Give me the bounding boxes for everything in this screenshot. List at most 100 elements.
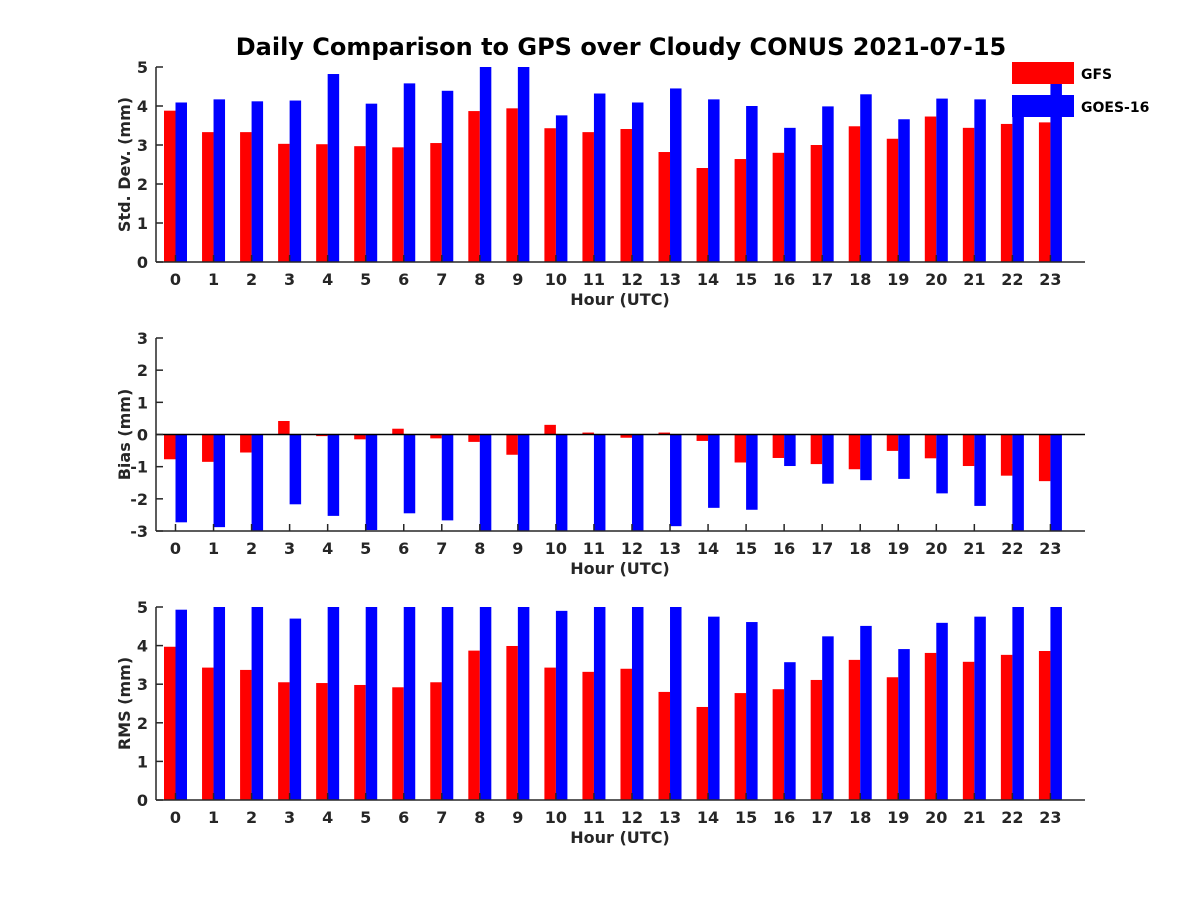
x-tick-label-stddev-23: 23 xyxy=(1039,270,1061,289)
bar-bias-gfs-22 xyxy=(1000,434,1013,476)
x-tick-label-bias-12: 12 xyxy=(621,539,643,558)
bar-rms-gfs-19 xyxy=(886,677,899,800)
bar-rms-gfs-21 xyxy=(962,661,975,800)
bar-stddev-goes-16-1 xyxy=(213,99,226,262)
y-tick-label-bias--2: -2 xyxy=(130,490,148,509)
y-tick-label-rms-2: 2 xyxy=(137,714,148,733)
bar-rms-gfs-12 xyxy=(620,668,632,800)
x-tick-label-bias-3: 3 xyxy=(284,539,295,558)
bar-bias-gfs-15 xyxy=(734,434,747,463)
bar-bias-goes-16-3 xyxy=(289,434,302,505)
bar-rms-goes-16-0 xyxy=(175,609,187,800)
bar-rms-gfs-0 xyxy=(164,646,176,800)
x-tick-label-rms-20: 20 xyxy=(925,808,947,827)
x-tick-label-stddev-22: 22 xyxy=(1001,270,1023,289)
bar-bias-goes-16-18 xyxy=(860,434,872,481)
bar-bias-goes-16-19 xyxy=(898,434,910,479)
x-tick-label-rms-15: 15 xyxy=(735,808,757,827)
bar-rms-gfs-16 xyxy=(772,689,785,800)
y-tick-label-stddev-0: 0 xyxy=(137,253,148,272)
bar-bias-gfs-13 xyxy=(658,432,671,435)
x-tick-label-stddev-19: 19 xyxy=(887,270,909,289)
bar-stddev-gfs-22 xyxy=(1000,123,1013,262)
x-tick-label-bias-0: 0 xyxy=(170,539,181,558)
bar-stddev-goes-16-18 xyxy=(860,94,872,262)
x-tick-label-rms-23: 23 xyxy=(1039,808,1061,827)
bar-bias-gfs-2 xyxy=(240,434,252,453)
x-tick-label-bias-16: 16 xyxy=(773,539,795,558)
y-tick-label-bias-0: 0 xyxy=(137,426,148,445)
bar-stddev-gfs-8 xyxy=(468,111,480,262)
x-tick-label-rms-1: 1 xyxy=(208,808,219,827)
legend-swatch-goes-16 xyxy=(1012,95,1074,117)
x-tick-label-stddev-11: 11 xyxy=(583,270,605,289)
x-tick-label-bias-9: 9 xyxy=(512,539,523,558)
x-tick-label-rms-6: 6 xyxy=(398,808,409,827)
bar-rms-gfs-4 xyxy=(316,683,328,800)
bar-rms-gfs-3 xyxy=(278,682,290,800)
bar-rms-gfs-11 xyxy=(582,671,594,800)
x-tick-label-rms-14: 14 xyxy=(697,808,719,827)
bar-bias-gfs-4 xyxy=(316,434,328,437)
x-tick-label-rms-7: 7 xyxy=(436,808,447,827)
x-tick-label-bias-21: 21 xyxy=(963,539,985,558)
bar-stddev-goes-16-20 xyxy=(936,98,948,262)
bar-rms-gfs-5 xyxy=(354,684,366,800)
legend: GFS GOES-16 xyxy=(1012,62,1149,117)
x-tick-label-stddev-10: 10 xyxy=(545,270,567,289)
bar-stddev-gfs-21 xyxy=(962,127,975,262)
x-tick-label-stddev-9: 9 xyxy=(512,270,523,289)
x-tick-label-stddev-1: 1 xyxy=(208,270,219,289)
bar-stddev-gfs-5 xyxy=(354,146,366,262)
bar-stddev-gfs-13 xyxy=(658,152,671,262)
bar-stddev-goes-16-8 xyxy=(479,67,492,262)
bar-rms-gfs-15 xyxy=(734,693,747,800)
x-tick-label-stddev-8: 8 xyxy=(474,270,485,289)
x-tick-label-stddev-13: 13 xyxy=(659,270,681,289)
bar-stddev-goes-16-7 xyxy=(441,90,454,262)
bar-rms-goes-16-22 xyxy=(1012,607,1024,800)
bar-rms-goes-16-2 xyxy=(251,607,264,800)
y-tick-label-bias-1: 1 xyxy=(137,393,148,412)
x-axis-label-stddev: Hour (UTC) xyxy=(570,290,670,309)
y-tick-label-stddev-2: 2 xyxy=(137,175,148,194)
y-tick-label-bias-2: 2 xyxy=(137,361,148,380)
bar-rms-goes-16-10 xyxy=(555,610,568,800)
bar-stddev-goes-16-21 xyxy=(974,99,986,262)
x-tick-label-bias-5: 5 xyxy=(360,539,371,558)
y-tick-label-stddev-1: 1 xyxy=(137,214,148,233)
x-tick-label-stddev-2: 2 xyxy=(246,270,257,289)
bar-bias-goes-16-14 xyxy=(708,434,720,508)
x-tick-label-bias-13: 13 xyxy=(659,539,681,558)
bar-rms-gfs-10 xyxy=(544,667,556,800)
bar-bias-goes-16-15 xyxy=(746,434,758,510)
bar-rms-gfs-14 xyxy=(696,706,709,800)
bar-stddev-gfs-4 xyxy=(316,144,328,262)
y-axis-label-stddev: Std. Dev. (mm) xyxy=(115,97,134,232)
bar-stddev-gfs-0 xyxy=(164,110,176,262)
bar-bias-gfs-18 xyxy=(848,434,861,470)
x-tick-label-rms-9: 9 xyxy=(512,808,523,827)
y-tick-label-rms-0: 0 xyxy=(137,791,148,810)
x-tick-label-rms-22: 22 xyxy=(1001,808,1023,827)
bar-rms-goes-16-20 xyxy=(936,622,948,800)
x-tick-label-bias-19: 19 xyxy=(887,539,909,558)
bar-bias-goes-16-13 xyxy=(670,434,682,527)
x-tick-label-stddev-6: 6 xyxy=(398,270,409,289)
bar-bias-gfs-23 xyxy=(1038,434,1051,482)
x-tick-label-rms-21: 21 xyxy=(963,808,985,827)
bar-rms-gfs-22 xyxy=(1000,654,1013,800)
x-tick-label-rms-10: 10 xyxy=(545,808,567,827)
bar-bias-gfs-9 xyxy=(506,434,518,455)
bar-bias-goes-16-2 xyxy=(251,434,264,531)
bar-bias-goes-16-23 xyxy=(1050,434,1062,531)
bar-bias-goes-16-6 xyxy=(403,434,416,514)
legend-label-gfs: GFS xyxy=(1081,67,1112,83)
bar-stddev-gfs-1 xyxy=(202,132,214,262)
bar-stddev-goes-16-2 xyxy=(251,101,264,262)
bar-stddev-gfs-23 xyxy=(1038,122,1051,262)
bar-stddev-goes-16-6 xyxy=(403,83,416,262)
